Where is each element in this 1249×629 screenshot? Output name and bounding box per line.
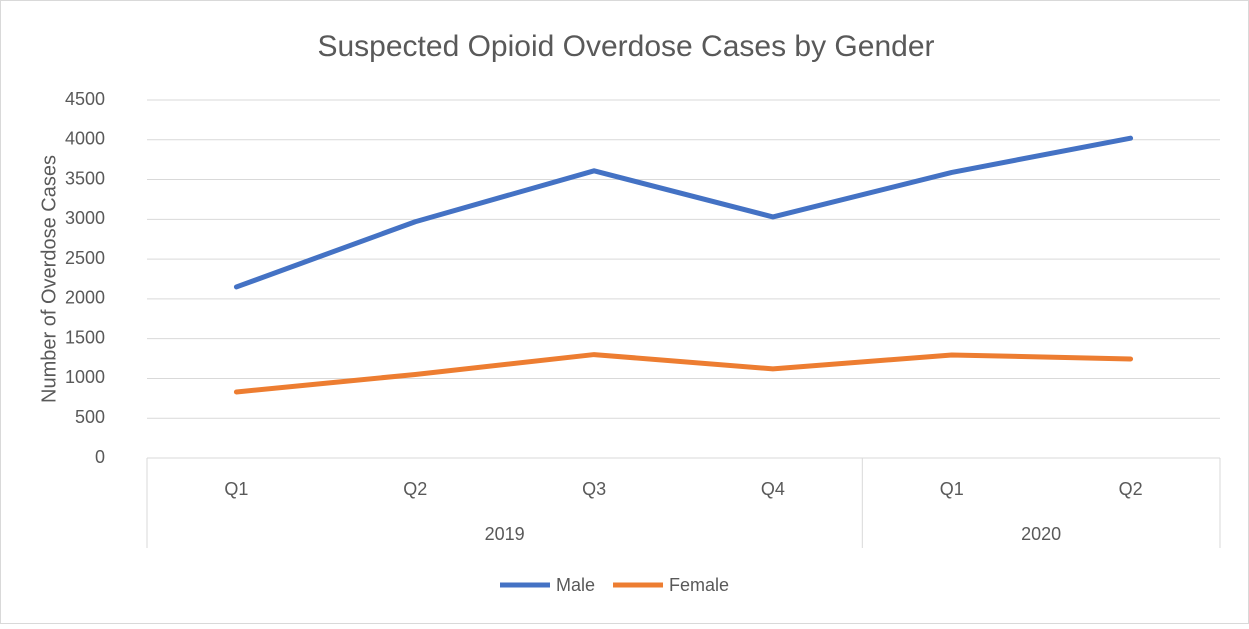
y-axis-label: Number of Overdose Cases xyxy=(38,155,60,403)
y-tick-label: 1500 xyxy=(65,327,105,347)
x-tick-label: Q2 xyxy=(403,479,427,499)
x-tick-label: Q1 xyxy=(224,479,248,499)
series-line xyxy=(233,352,1134,395)
legend-label: Male xyxy=(556,575,595,595)
y-tick-label: 0 xyxy=(95,447,105,467)
group-label: 2019 xyxy=(485,524,525,544)
y-tick-label: 2000 xyxy=(65,288,105,308)
x-tick-label: Q1 xyxy=(940,479,964,499)
x-tick-label: Q3 xyxy=(582,479,606,499)
y-tick-label: 3500 xyxy=(65,168,105,188)
y-tick-label: 2500 xyxy=(65,248,105,268)
legend-label: Female xyxy=(669,575,729,595)
x-tick-label: Q2 xyxy=(1119,479,1143,499)
chart-title: Suspected Opioid Overdose Cases by Gende… xyxy=(317,30,934,63)
series-line xyxy=(233,135,1134,290)
group-label: 2020 xyxy=(1021,524,1061,544)
y-tick-label: 4500 xyxy=(65,89,105,109)
y-tick-label: 4000 xyxy=(65,129,105,149)
y-tick-label: 500 xyxy=(75,407,105,427)
x-tick-label: Q4 xyxy=(761,479,785,499)
y-tick-label: 3000 xyxy=(65,208,105,228)
y-tick-label: 1000 xyxy=(65,367,105,387)
